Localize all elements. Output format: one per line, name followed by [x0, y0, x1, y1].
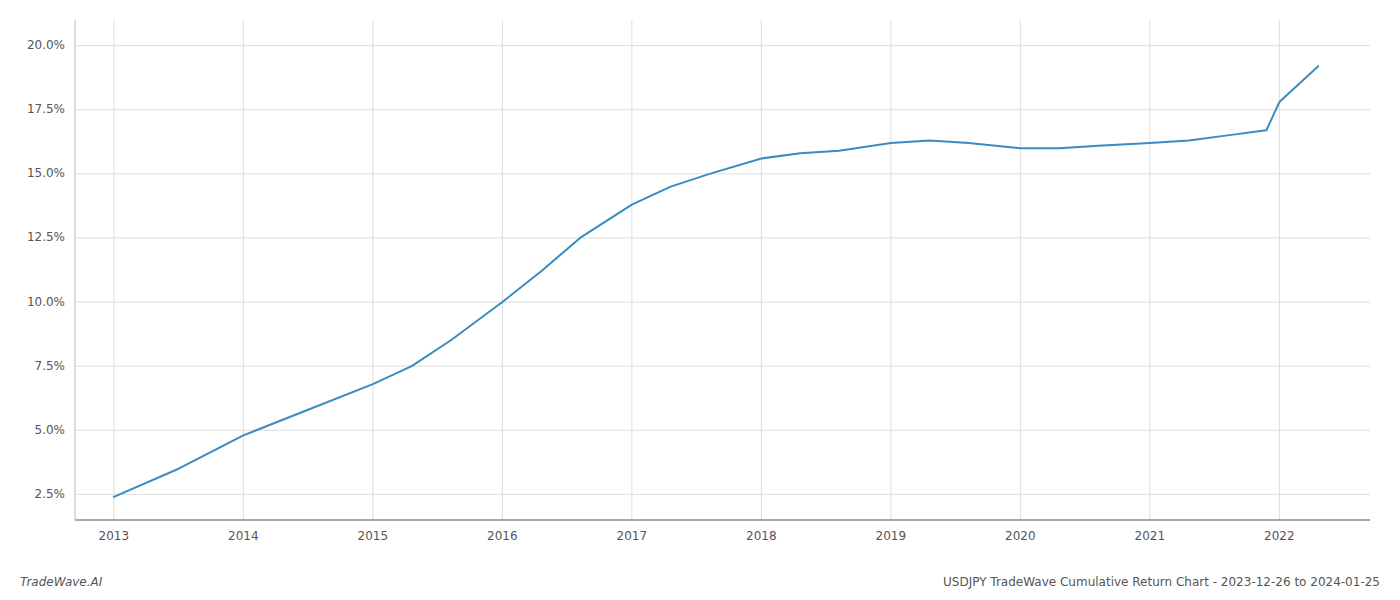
- x-tick-label: 2018: [746, 529, 777, 543]
- y-tick-label: 2.5%: [35, 487, 66, 501]
- y-tick-label: 7.5%: [35, 359, 66, 373]
- y-grid-line: [75, 173, 1370, 174]
- footer-left: TradeWave.AI: [20, 575, 103, 589]
- x-tick-label: 2017: [617, 529, 648, 543]
- y-tick-label: 15.0%: [27, 166, 65, 180]
- y-tick-label: 17.5%: [27, 102, 65, 116]
- x-grid-line: [1020, 20, 1021, 520]
- background: [0, 0, 1400, 600]
- x-grid-line: [1149, 20, 1150, 520]
- x-grid-line: [113, 20, 114, 520]
- x-tick-label: 2016: [487, 529, 518, 543]
- y-grid-line: [75, 45, 1370, 46]
- y-grid-line: [75, 430, 1370, 431]
- plot-area: [114, 66, 1318, 497]
- x-grid-line: [1279, 20, 1280, 520]
- x-grid-line: [243, 20, 244, 520]
- y-grid-line: [75, 109, 1370, 110]
- x-tick-label: 2014: [228, 529, 259, 543]
- x-tick-label: 2013: [99, 529, 130, 543]
- y-tick-label: 5.0%: [35, 423, 66, 437]
- y-grid-line: [75, 366, 1370, 367]
- grid: [75, 20, 1370, 520]
- x-tick-label: 2022: [1264, 529, 1295, 543]
- x-tick-label: 2020: [1005, 529, 1036, 543]
- x-axis-line: [75, 520, 1370, 521]
- x-grid-line: [372, 20, 373, 520]
- line-series: [114, 66, 1318, 497]
- y-grid-line: [75, 494, 1370, 495]
- y-tick-label: 12.5%: [27, 230, 65, 244]
- x-tick-label: 2021: [1135, 529, 1166, 543]
- y-axis-line: [75, 20, 76, 520]
- axes: 2.5% 5.0% 7.5% 10.0% 12.5% 15.0% 17.5% 20.0% 201…: [27, 20, 1370, 543]
- x-grid-line: [502, 20, 503, 520]
- y-tick-label: 20.0%: [27, 38, 65, 52]
- y-grid-line: [75, 302, 1370, 303]
- x-tick-label: 2019: [876, 529, 907, 543]
- footer-right: USDJPY TradeWave Cumulative Return Chart…: [943, 575, 1380, 589]
- chart: 2.5% 5.0% 7.5% 10.0% 12.5% 15.0% 17.5% 20.0% 201…: [0, 0, 1400, 600]
- y-tick-label: 10.0%: [27, 295, 65, 309]
- x-tick-label: 2015: [358, 529, 389, 543]
- y-grid-line: [75, 237, 1370, 238]
- x-grid-line: [631, 20, 632, 520]
- x-grid-line: [890, 20, 891, 520]
- x-grid-line: [761, 20, 762, 520]
